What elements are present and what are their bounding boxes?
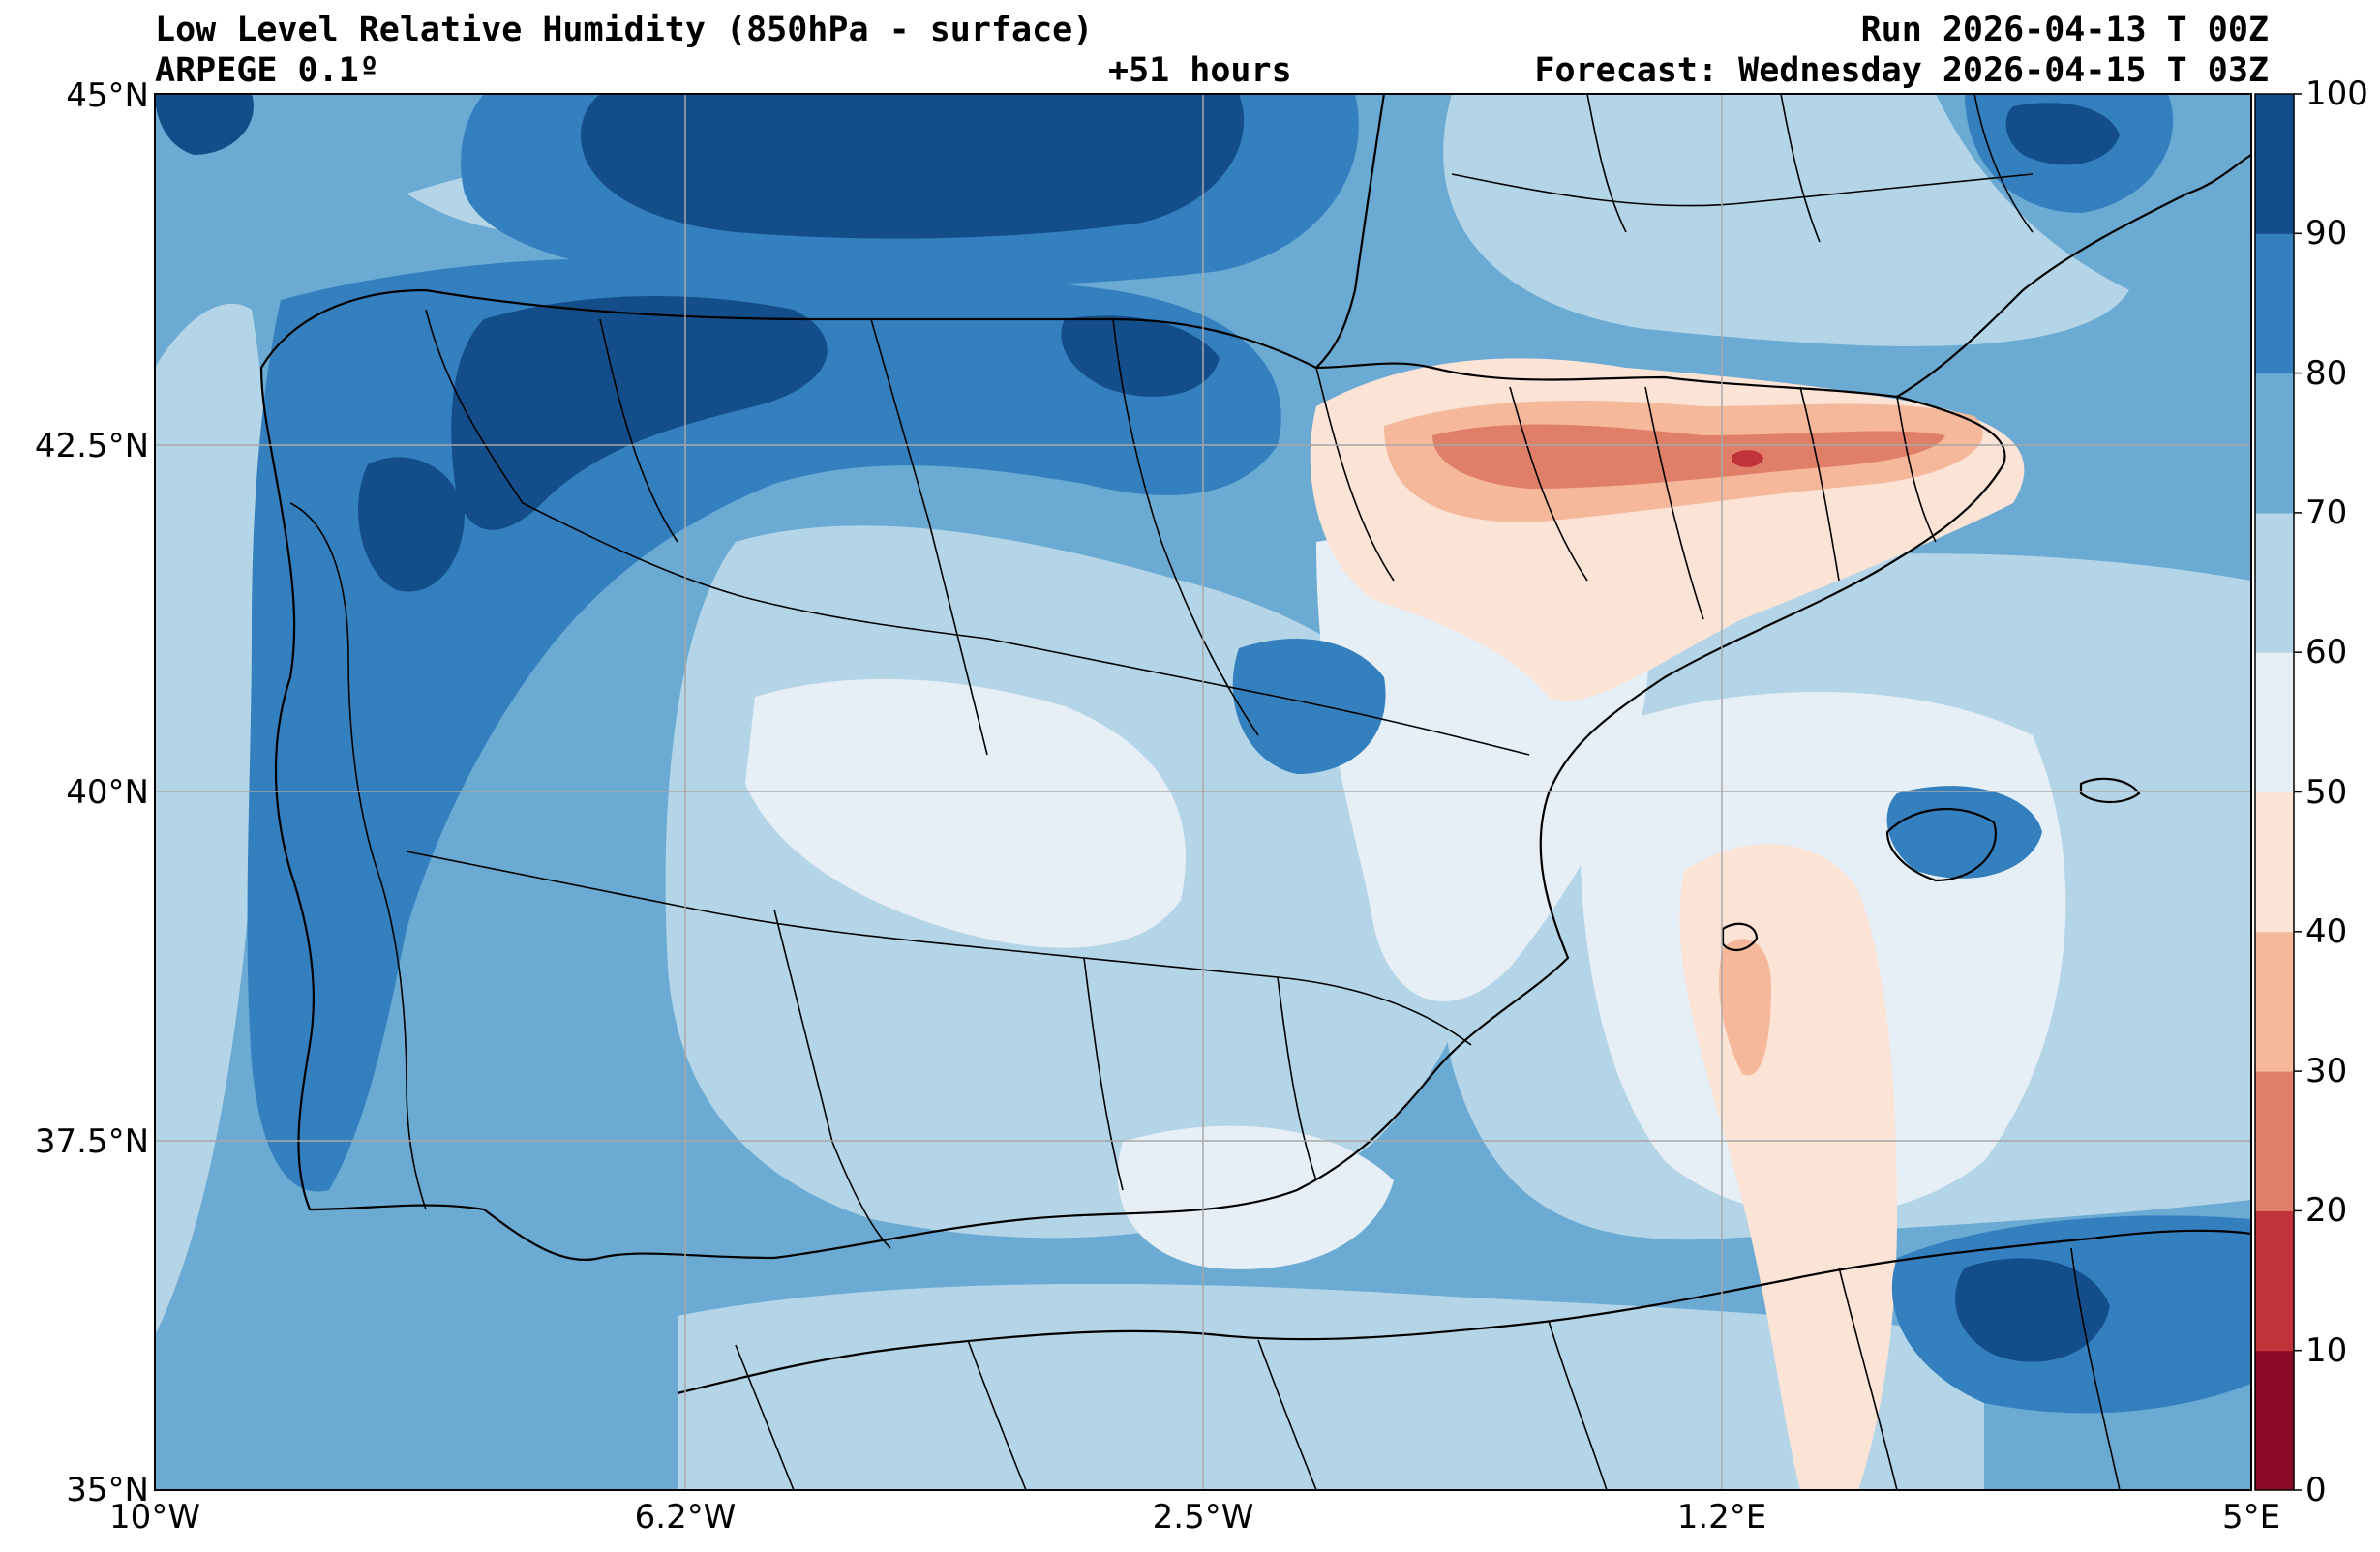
colorbar-tick-label: 90 bbox=[2305, 214, 2348, 254]
gulf-of-lion-coastline bbox=[1896, 154, 2251, 398]
colorbar-segment bbox=[2255, 1350, 2294, 1491]
field-90-100-alboran bbox=[1955, 1258, 2110, 1362]
minorca-coastline bbox=[2079, 777, 2141, 803]
field-90-100-pyrenees bbox=[1061, 315, 1220, 397]
field-60-70-north-africa bbox=[678, 1283, 1984, 1490]
coastlines bbox=[259, 94, 2251, 1395]
colorbar-segment bbox=[2255, 1210, 2294, 1352]
ibiza-coastline bbox=[1721, 922, 1759, 951]
colorbar-segment bbox=[2255, 791, 2294, 933]
north-africa-coastline bbox=[677, 1229, 2251, 1395]
lon-tick-6-2w: 6.2°W bbox=[634, 1498, 737, 1537]
colorbar-tick-label: 0 bbox=[2305, 1471, 2327, 1509]
portugal-border bbox=[289, 502, 427, 1210]
run-label: Run 2026-04-13 T 00Z bbox=[1860, 11, 2269, 49]
iberia-coastline bbox=[259, 288, 2006, 1261]
field-60-70-north bbox=[1443, 94, 2129, 346]
field-90-100-galicia bbox=[358, 457, 465, 592]
lon-tick-1-2e: 1.2°E bbox=[1676, 1498, 1767, 1537]
map-frame bbox=[154, 93, 2252, 1491]
lat-tick-40n: 40°N bbox=[66, 773, 149, 812]
colorbar bbox=[2254, 93, 2302, 1491]
colorbar-tick-label: 20 bbox=[2305, 1191, 2348, 1231]
colorbar-segment bbox=[2255, 373, 2294, 514]
colorbar-segment bbox=[2255, 94, 2294, 234]
colorbar-tick-label: 60 bbox=[2305, 633, 2348, 672]
field-50-60-southeast bbox=[1117, 1125, 1394, 1269]
field-90-100-north-corner bbox=[155, 94, 254, 155]
lat-tick-42-5n: 42.5°N bbox=[34, 427, 149, 465]
colorbar-segment bbox=[2255, 931, 2294, 1072]
france-coastline bbox=[1315, 94, 1386, 369]
colorbar-tick-label: 10 bbox=[2305, 1330, 2348, 1370]
lat-tick-35n: 35°N bbox=[66, 1471, 149, 1509]
lat-tick-45n: 45°N bbox=[66, 76, 149, 115]
colorbar-segment bbox=[2255, 512, 2294, 653]
colorbar-segment bbox=[2255, 1071, 2294, 1211]
lat-tick-37-5n: 37.5°N bbox=[34, 1122, 149, 1161]
colorbar-segment bbox=[2255, 652, 2294, 792]
forecast-label: Forecast: Wednesday 2026-04-15 T 03Z bbox=[1534, 51, 2269, 90]
colorbar-tick-label: 70 bbox=[2305, 492, 2348, 532]
field-80-90-iberian-system bbox=[1232, 639, 1386, 774]
model-label: ARPEGE 0.1º bbox=[155, 51, 379, 90]
field-90-100-northeast bbox=[2005, 103, 2120, 165]
field-80-90-minorca bbox=[1886, 786, 2042, 879]
map-title: Low Level Relative Humidity (850hPa - su… bbox=[155, 11, 1094, 49]
field-50-60-central bbox=[745, 678, 1186, 948]
colorbar-tick-label: 100 bbox=[2305, 75, 2368, 113]
lon-tick-5e: 5°E bbox=[2221, 1498, 2281, 1537]
field-30-40-sea bbox=[1719, 939, 1771, 1076]
field-20-30-ebro bbox=[1432, 424, 1945, 489]
field-60-70-atlantic bbox=[155, 303, 270, 1336]
gridlines bbox=[155, 94, 2251, 1490]
colorbar-segment bbox=[2255, 233, 2294, 374]
colorbar-tick-label: 30 bbox=[2305, 1052, 2348, 1091]
lon-tick-2-5w: 2.5°W bbox=[1152, 1498, 1254, 1537]
field-90-100-cantabria bbox=[451, 296, 828, 530]
field-90-100-bay bbox=[581, 94, 1245, 239]
region-borders bbox=[289, 94, 2121, 1490]
colorbar-tick-label: 50 bbox=[2305, 772, 2348, 812]
colorbar-tick-label: 80 bbox=[2305, 353, 2348, 393]
field-10-20-spot bbox=[1732, 450, 1763, 467]
majorca-coastline bbox=[1885, 808, 1997, 882]
lon-tick-10w: 10°W bbox=[109, 1498, 200, 1537]
lead-time-label: +51 hours bbox=[1108, 51, 1292, 90]
colorbar-tick-label: 40 bbox=[2305, 911, 2348, 951]
